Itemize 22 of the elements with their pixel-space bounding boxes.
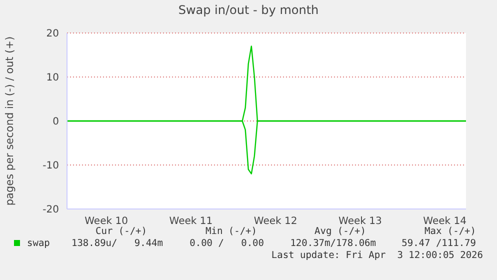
x-tick-label: Week 12 xyxy=(254,216,298,228)
text: Cur (-/+) xyxy=(96,226,147,238)
y-tick-label: -20 xyxy=(42,204,59,216)
x-tick-label: Week 10 xyxy=(84,216,128,228)
text: Max (-/+) xyxy=(424,226,476,238)
legend-label: swap xyxy=(27,238,50,250)
y-tick-label: 0 xyxy=(52,116,59,128)
text: 59.47 /111.79 xyxy=(402,238,476,250)
x-tick-label: Week 13 xyxy=(338,216,382,228)
text: 120.37m/178.06m xyxy=(290,238,376,250)
text: Min (-/+) xyxy=(206,226,257,238)
text: Last update: Fri Apr 3 12:00:05 2026 xyxy=(271,250,483,262)
y-tick-label: -10 xyxy=(42,160,59,172)
x-tick-label: Week 14 xyxy=(423,216,466,228)
y-tick-label: 20 xyxy=(46,28,59,40)
chart-title: Swap in/out - by month xyxy=(177,3,320,17)
y-axis-title: pages per second in (-) / out (+) xyxy=(4,36,16,206)
text: Avg (-/+) xyxy=(314,226,366,238)
text: 138.89u/ 9.44m xyxy=(71,238,163,250)
text: 0.00 / 0.00 xyxy=(190,238,264,250)
x-tick-label: Week 11 xyxy=(169,216,213,228)
y-tick-label: 10 xyxy=(46,72,59,84)
